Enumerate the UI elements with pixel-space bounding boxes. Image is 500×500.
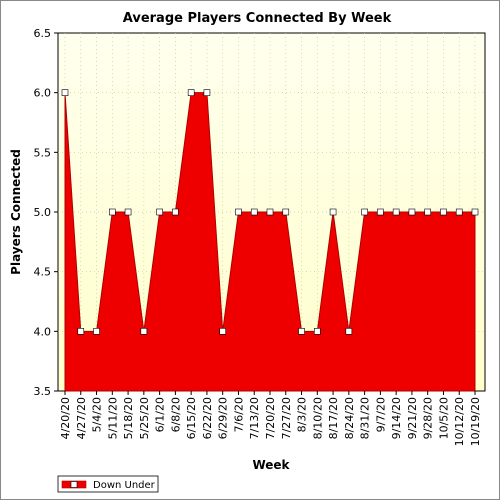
data-point bbox=[298, 328, 305, 335]
y-tick-label: 6.0 bbox=[34, 87, 52, 100]
x-tick-label: 10/5/20 bbox=[437, 397, 450, 439]
x-tick-label: 10/12/20 bbox=[453, 397, 466, 446]
data-point bbox=[345, 328, 353, 335]
data-point bbox=[424, 208, 431, 216]
data-point bbox=[156, 208, 163, 216]
legend-marker bbox=[70, 481, 78, 488]
data-point bbox=[187, 89, 195, 96]
data-point bbox=[93, 328, 100, 335]
x-tick-label: 9/28/20 bbox=[422, 397, 435, 439]
data-point bbox=[219, 328, 226, 335]
x-tick-label: 5/18/20 bbox=[122, 397, 135, 439]
chart-title: Average Players Connected By Week bbox=[123, 11, 392, 26]
data-point bbox=[329, 208, 337, 216]
data-point bbox=[377, 208, 384, 216]
x-tick-label: 6/29/20 bbox=[217, 397, 230, 439]
data-point bbox=[266, 208, 274, 216]
x-tick-label: 8/10/20 bbox=[311, 397, 324, 439]
x-tick-label: 9/14/20 bbox=[390, 397, 403, 439]
legend: Down Under bbox=[57, 475, 159, 493]
x-tick-label: 7/6/20 bbox=[232, 397, 245, 432]
legend-label: Down Under bbox=[93, 480, 156, 491]
data-point bbox=[250, 208, 258, 216]
x-tick-label: 6/15/20 bbox=[185, 397, 198, 439]
data-point bbox=[109, 208, 116, 216]
x-tick-label: 7/27/20 bbox=[280, 397, 293, 439]
data-point bbox=[77, 328, 85, 335]
y-tick-label: 3.5 bbox=[34, 385, 52, 398]
x-tick-label: 7/20/20 bbox=[264, 397, 277, 439]
x-tick-label: 8/24/20 bbox=[343, 397, 356, 439]
x-tick-label: 4/27/20 bbox=[75, 397, 88, 439]
data-point bbox=[392, 208, 400, 216]
axes: 3.5 4.0 4.5 5.0 5.5 6.0 6.5 4/20/20 4/27/20 5/4/2… bbox=[34, 27, 483, 446]
x-tick-label: 10/19/20 bbox=[469, 397, 482, 446]
x-tick-label: 9/21/20 bbox=[406, 397, 419, 439]
x-tick-label: 6/8/20 bbox=[169, 397, 182, 432]
y-axis-label: Players Connected bbox=[9, 149, 23, 275]
x-tick-label: 5/11/20 bbox=[106, 397, 119, 439]
x-axis-label: Week bbox=[252, 458, 290, 472]
data-point bbox=[140, 328, 148, 335]
data-point bbox=[455, 208, 463, 216]
x-tick-label: 5/4/20 bbox=[91, 397, 104, 432]
data-point bbox=[408, 208, 416, 216]
x-tick-label: 8/3/20 bbox=[296, 397, 309, 432]
x-tick-label: 6/22/20 bbox=[201, 397, 214, 439]
data-point bbox=[440, 208, 447, 216]
data-point bbox=[172, 208, 179, 216]
data-point bbox=[314, 328, 321, 335]
data-point bbox=[61, 89, 69, 96]
x-tick-label: 4/20/20 bbox=[59, 397, 72, 439]
x-tick-label: 6/1/20 bbox=[154, 397, 167, 432]
y-tick-label: 4.0 bbox=[34, 325, 52, 338]
data-point bbox=[235, 208, 242, 216]
y-tick-label: 5.0 bbox=[34, 206, 52, 219]
data-point bbox=[361, 208, 368, 216]
y-tick-label: 6.5 bbox=[34, 27, 52, 40]
x-tick-label: 5/25/20 bbox=[138, 397, 151, 439]
data-point bbox=[124, 208, 132, 216]
x-tick-label: 7/13/20 bbox=[248, 397, 261, 439]
data-point bbox=[471, 208, 479, 216]
series-markers bbox=[61, 89, 479, 335]
data-point bbox=[203, 89, 211, 96]
x-tick-label: 8/31/20 bbox=[359, 397, 372, 439]
y-tick-label: 4.5 bbox=[34, 266, 52, 279]
y-tick-label: 5.5 bbox=[34, 146, 52, 159]
x-tick-label: 9/7/20 bbox=[374, 397, 387, 432]
data-point bbox=[282, 208, 290, 216]
x-tick-label: 8/17/20 bbox=[327, 397, 340, 439]
